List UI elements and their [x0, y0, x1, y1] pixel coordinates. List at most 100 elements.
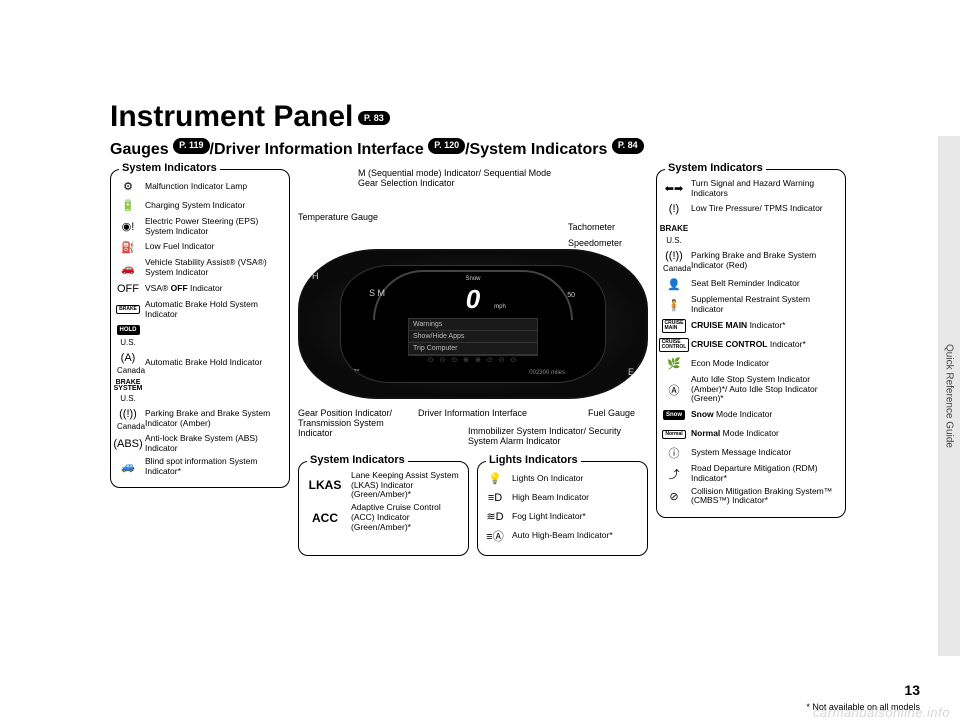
page-number: 13 — [904, 682, 920, 698]
indicator-text: Turn Signal and Hazard Warning Indicator… — [691, 179, 839, 199]
sub-a: Gauges — [110, 141, 173, 158]
indicator-row: 🌿Econ Mode Indicator — [663, 356, 839, 372]
indicator-icon: ⊘ — [663, 488, 685, 504]
indicator-text: Malfunction Indicator Lamp — [145, 182, 247, 192]
indicator-row: BRAKESYSTEMU.S. — [117, 378, 283, 403]
indicator-row: BRAKEU.S. — [663, 220, 839, 245]
indicator-sublabel: Canada — [117, 422, 139, 431]
mid-system-title: System Indicators — [307, 454, 408, 466]
indicator-icon: BRAKE — [117, 302, 139, 318]
info-trip: Trip Computer — [409, 343, 537, 355]
indicator-text: Vehicle Stability Assist® (VSA®) System … — [145, 258, 283, 278]
subtitle: Gauges P. 119/Driver Information Interfa… — [110, 140, 870, 161]
indicator-icon: ⓘ — [663, 445, 685, 461]
indicator-icon: 💡 — [484, 471, 506, 487]
indicator-icon: ((!)) — [663, 248, 685, 264]
indicator-sublabel: U.S. — [117, 338, 139, 347]
indicator-text: Collision Mitigation Braking System™ (CM… — [691, 487, 839, 507]
cluster-icon-strip: ⊙ ⊙ ⊙ ⊕ ⊕ ⊙ ⊙ ⊙ — [428, 356, 519, 364]
indicator-icon: 🚙 — [117, 459, 139, 475]
indicator-row: BRAKE Automatic Brake Hold System Indicat… — [117, 300, 283, 320]
callout-dii: Driver Information Interface — [418, 409, 548, 419]
left-panel-title: System Indicators — [119, 162, 220, 174]
right-panel-title: System Indicators — [665, 162, 766, 174]
page-title: Instrument Panel — [110, 100, 353, 134]
indicator-icon: ⬅➡ — [663, 181, 685, 197]
indicator-text: Electric Power Steering (EPS) System Ind… — [145, 217, 283, 237]
cluster-sm: S M — [369, 288, 385, 298]
indicator-text: Automatic Brake Hold System Indicator — [145, 300, 283, 320]
indicator-row: 🚙Blind spot information System Indicator… — [117, 457, 283, 477]
indicator-text: Automatic Brake Hold Indicator — [145, 358, 262, 368]
indicator-row: ≡ⒶAuto High-Beam Indicator* — [484, 528, 641, 544]
indicator-text: Auto Idle Stop System Indicator (Amber)*… — [691, 375, 839, 404]
indicator-row: CRUISEMAINCRUISE MAIN Indicator* — [663, 318, 839, 334]
callout-immobilizer: Immobilizer System Indicator/ Security S… — [468, 427, 638, 447]
indicator-icon: (!) — [663, 201, 685, 217]
sub-c: /System Indicators — [465, 141, 612, 158]
col-mid: M (Sequential mode) Indicator/ Sequentia… — [298, 169, 648, 564]
indicator-row: 💡 Lights On Indicator — [484, 471, 641, 487]
indicator-icon: Normal — [663, 426, 685, 442]
indicator-icon: BRAKESYSTEM — [117, 378, 139, 394]
indicator-row: ((!))CanadaParking Brake and Brake Syste… — [117, 406, 283, 431]
indicator-row: ⚙ Malfunction Indicator Lamp — [117, 179, 283, 195]
indicator-text: Adaptive Cruise Control (ACC) Indicator … — [351, 503, 462, 532]
indicator-icon: HOLD — [117, 322, 139, 338]
indicator-row: HOLDU.S. — [117, 322, 283, 347]
indicator-text: System Message Indicator — [691, 448, 791, 458]
indicator-row: ACC Adaptive Cruise Control (ACC) Indica… — [305, 503, 462, 532]
indicator-icon: BRAKE — [663, 220, 685, 236]
title-page-ref: P. 83 — [358, 111, 390, 125]
mid-bottom-row: System Indicators LKAS Lane Keeping Assi… — [298, 461, 648, 564]
indicator-icon: ≡D — [484, 490, 506, 506]
cluster-mph: mph — [494, 304, 506, 310]
indicator-text: Fog Light Indicator* — [512, 512, 586, 522]
indicator-text: Road Departure Mitigation (RDM) Indicato… — [691, 464, 839, 484]
columns: System Indicators ⚙ Malfunction Indicator… — [110, 169, 870, 564]
indicator-row: (A)CanadaAutomatic Brake Hold Indicator — [117, 350, 283, 375]
indicator-text: Low Tire Pressure/ TPMS Indicator — [691, 204, 823, 214]
callout-speedometer: Speedometer — [568, 239, 648, 249]
cluster-H: H — [312, 271, 319, 281]
cluster-temp: 73° — [349, 369, 360, 376]
indicator-sublabel: Canada — [663, 264, 685, 273]
indicator-text: CRUISE MAIN Indicator* — [691, 321, 785, 331]
indicator-row: ⒶAuto Idle Stop System Indicator (Amber)… — [663, 375, 839, 404]
indicator-text: Anti-lock Brake System (ABS) Indicator — [145, 434, 283, 454]
odometer: 002300 miles — [529, 370, 565, 376]
indicator-row: 🔋Charging System Indicator — [117, 198, 283, 214]
info-warnings: Warnings — [409, 319, 537, 331]
info-showhide: Show/Hide Apps — [409, 331, 537, 343]
indicator-row: ◉!Electric Power Steering (EPS) System I… — [117, 217, 283, 237]
watermark: carmanualsonline.info — [813, 705, 950, 720]
cluster-area: M (Sequential mode) Indicator/ Sequentia… — [298, 169, 648, 459]
indicator-icon: LKAS — [305, 477, 345, 493]
indicator-sublabel: U.S. — [663, 236, 685, 245]
indicator-row: CRUISECONTROLCRUISE CONTROL Indicator* — [663, 337, 839, 353]
indicator-text: VSA® OFF Indicator — [145, 284, 223, 294]
indicator-text: Lights On Indicator — [512, 474, 583, 484]
indicator-row: ⊘ Collision Mitigation Braking System™ (C… — [663, 487, 839, 507]
callout-m-mode: M (Sequential mode) Indicator/ Sequentia… — [358, 169, 558, 189]
indicator-icon: (ABS) — [117, 436, 139, 452]
indicator-icon: ≋D — [484, 509, 506, 525]
page-content: Instrument Panel P. 83 Gauges P. 119/Dri… — [110, 100, 870, 660]
indicator-row: ((!))CanadaParking Brake and Brake Syste… — [663, 248, 839, 273]
indicator-text: Charging System Indicator — [145, 201, 245, 211]
indicator-icon: ⛽ — [117, 239, 139, 255]
mid-system-panel: System Indicators LKAS Lane Keeping Assi… — [298, 461, 469, 556]
lights-panel: Lights Indicators 💡Lights On Indicator≡D… — [477, 461, 648, 556]
indicator-row: OFFVSA® OFF Indicator — [117, 281, 283, 297]
indicator-text: Parking Brake and Brake System Indicator… — [145, 409, 283, 429]
indicator-sublabel: Canada — [117, 366, 139, 375]
lights-title: Lights Indicators — [486, 454, 581, 466]
indicator-icon: ⚙ — [117, 179, 139, 195]
cluster-inner: 0 S M Snow mph 50 Warnings Show/Hide App… — [340, 265, 606, 383]
callout-gear-pos: Gear Position Indicator/ Transmission Sy… — [298, 409, 408, 439]
indicator-text: Lane Keeping Assist System (LKAS) Indica… — [351, 471, 462, 500]
sub-pill-c: P. 84 — [612, 138, 644, 154]
indicator-row: 🧍Supplemental Restraint System Indicator — [663, 295, 839, 315]
indicator-icon: 🌿 — [663, 356, 685, 372]
indicator-sublabel: U.S. — [117, 394, 139, 403]
